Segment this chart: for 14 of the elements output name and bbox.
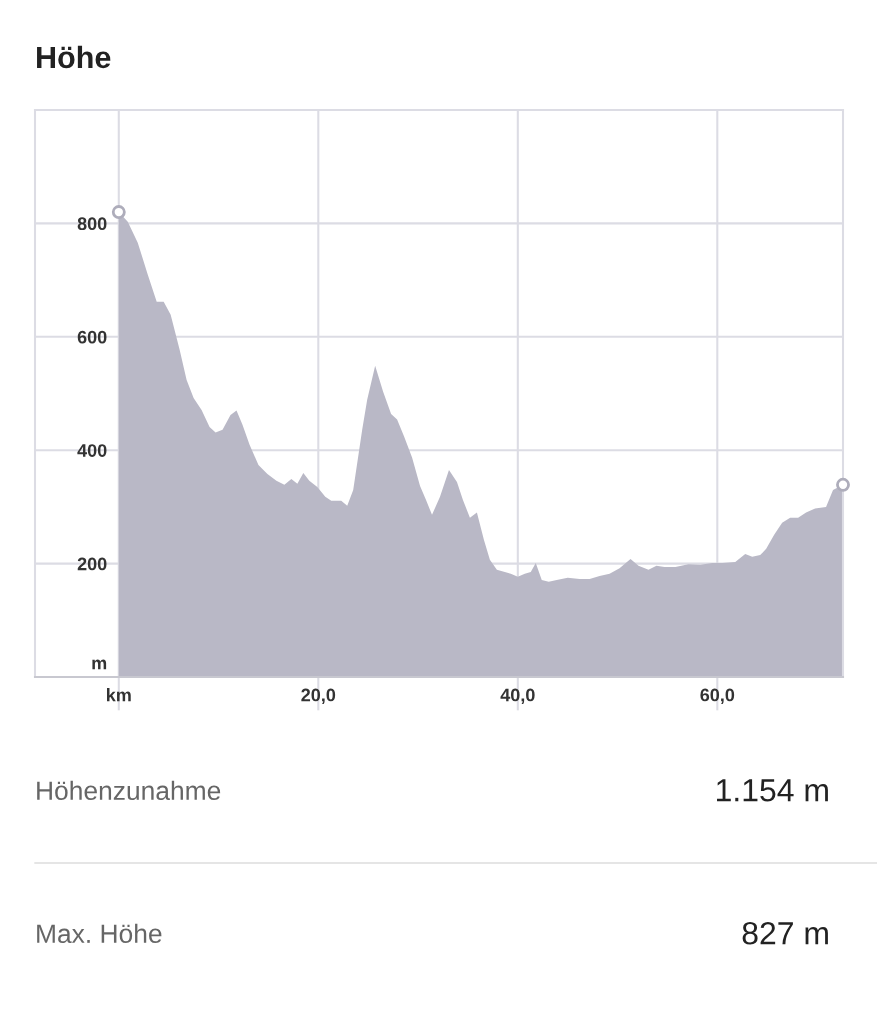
y-tick-label: 200: [77, 557, 107, 571]
text: Max. Höhe: [37, 923, 162, 944]
text: Höhenzunahme: [37, 780, 221, 801]
y-tick-label: 400: [77, 444, 107, 457]
y-tick-label: m: [92, 659, 107, 670]
text: 1.154 m: [717, 779, 828, 802]
x-tick-label: km: [107, 688, 131, 702]
x-tick-label: 60,0: [700, 688, 735, 704]
y-tick-label: 800: [77, 217, 107, 231]
x-tick-label: 20,0: [301, 688, 336, 704]
text: 827 m: [742, 921, 828, 945]
chart-title: Höhe: [37, 45, 111, 69]
x-tick-label: 40,0: [500, 688, 535, 704]
y-tick-label: 600: [77, 330, 107, 344]
